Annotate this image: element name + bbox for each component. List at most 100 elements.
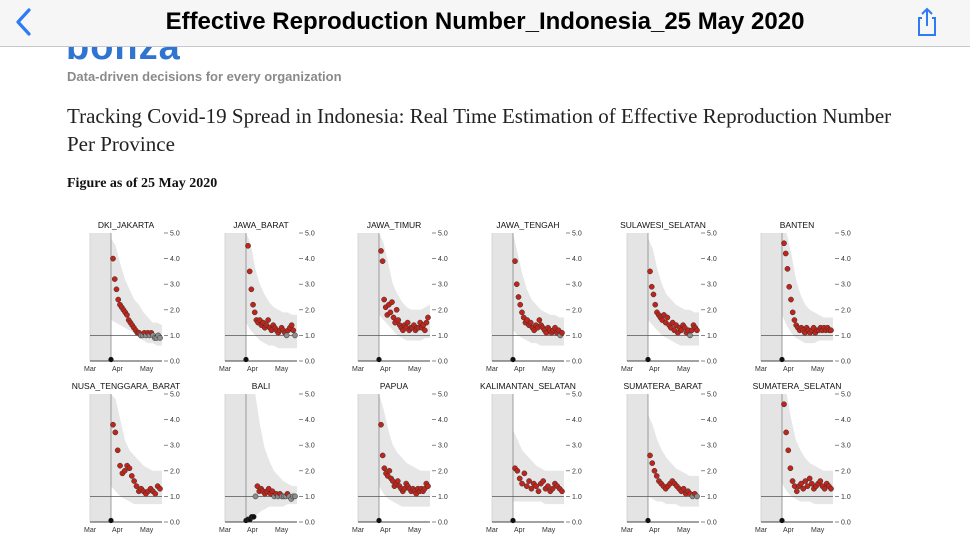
y-tick-label: 2.0 <box>170 307 180 314</box>
data-point <box>781 401 787 408</box>
data-point <box>800 485 807 492</box>
data-point <box>393 306 400 313</box>
y-tick-label: 5.0 <box>707 392 717 399</box>
data-point <box>389 299 395 305</box>
y-tick-label: 4.0 <box>841 256 851 263</box>
data-point <box>128 473 135 479</box>
chart-panel-papua: 0.0 1.0 2.0 3.0 4.0 5.0 Mar Apr May PAPUA <box>352 381 448 534</box>
x-tick-label: Apr <box>514 527 526 534</box>
x-tick-label: Apr <box>112 366 124 373</box>
data-point <box>425 483 431 490</box>
confidence-band <box>782 394 833 505</box>
data-point <box>425 314 431 321</box>
data-point <box>559 488 565 495</box>
y-tick-label: 2.0 <box>572 307 582 314</box>
x-tick-label: May <box>408 366 422 373</box>
data-point <box>808 480 815 487</box>
data-point <box>528 485 535 492</box>
y-tick-label: 0.0 <box>170 359 180 366</box>
data-point <box>387 309 394 316</box>
data-point <box>526 478 532 484</box>
y-tick-label: 2.0 <box>438 307 448 314</box>
data-point <box>789 478 796 484</box>
data-point <box>828 485 834 492</box>
data-point <box>549 485 556 492</box>
data-point <box>246 268 253 275</box>
data-point <box>379 452 386 459</box>
data-point <box>527 319 534 326</box>
y-tick-label: 0.0 <box>170 520 180 527</box>
y-tick-label: 2.0 <box>841 468 851 475</box>
x-tick-label: Mar <box>621 527 634 534</box>
data-point <box>806 475 813 482</box>
x-tick-label: Mar <box>352 527 365 534</box>
x-tick-label: Apr <box>783 527 795 534</box>
brand-logo: bonza <box>66 47 181 68</box>
data-point <box>117 462 123 469</box>
y-tick-label: 1.0 <box>841 333 851 340</box>
x-tick-label: Apr <box>247 366 259 373</box>
data-point <box>512 258 518 265</box>
y-tick-label: 4.0 <box>170 417 180 424</box>
data-point <box>517 301 524 308</box>
data-point <box>251 309 258 316</box>
data-point <box>513 281 520 288</box>
page-title: Effective Reproduction Number_Indonesia_… <box>165 8 805 35</box>
data-point <box>789 309 796 316</box>
share-button[interactable] <box>912 6 942 38</box>
data-point <box>152 490 159 497</box>
chart-panel-dki-jakarta: 0.0 1.0 2.0 3.0 4.0 5.0 Mar Apr May DKI_JAKARTA <box>84 220 180 373</box>
y-tick-label: 0.0 <box>841 359 851 366</box>
data-point <box>112 429 119 436</box>
chart-panel-banten: 0.0 1.0 2.0 3.0 4.0 5.0 Mar Apr May BANTEN <box>755 220 851 373</box>
y-tick-label: 5.0 <box>572 231 582 238</box>
y-tick-label: 2.0 <box>572 468 582 475</box>
confidence-band <box>246 394 297 522</box>
data-point <box>535 488 542 495</box>
y-tick-label: 1.0 <box>707 333 717 340</box>
data-point <box>786 283 793 290</box>
y-tick-label: 4.0 <box>305 256 315 263</box>
x-tick-label: May <box>811 366 825 373</box>
y-tick-label: 5.0 <box>707 231 717 238</box>
article-content: bonza Data-driven decisions for every or… <box>0 47 970 545</box>
chart-panel-nusa-tenggara-barat: 0.0 1.0 2.0 3.0 4.0 5.0 Mar Apr May NUSA_TENGGARA… <box>72 381 180 534</box>
pre-data-shade <box>358 394 379 522</box>
pre-data-shade <box>358 233 379 361</box>
x-tick-label: May <box>542 366 556 373</box>
x-tick-label: May <box>140 527 154 534</box>
data-point <box>533 483 540 490</box>
chart-title: JAWA_TENGAH <box>496 220 559 230</box>
data-point <box>288 322 295 329</box>
y-tick-label: 1.0 <box>438 494 448 501</box>
data-point <box>290 327 297 334</box>
data-point <box>680 485 687 492</box>
data-point <box>250 301 256 308</box>
x-tick-label: Apr <box>649 527 661 534</box>
x-tick-label: Mar <box>352 366 365 373</box>
y-tick-label: 0.0 <box>438 359 448 366</box>
series-start-marker <box>108 356 114 363</box>
confidence-band <box>111 238 162 346</box>
x-tick-label: Apr <box>649 366 661 373</box>
data-point <box>423 319 430 326</box>
y-tick-label: 4.0 <box>707 256 717 263</box>
pre-data-shade <box>90 233 111 361</box>
y-tick-label: 1.0 <box>572 494 582 501</box>
chart-panel-jawa-tengah: 0.0 1.0 2.0 3.0 4.0 5.0 Mar Apr May JAWA_TENGAH <box>486 220 582 373</box>
y-tick-label: 2.0 <box>841 307 851 314</box>
y-tick-label: 4.0 <box>170 256 180 263</box>
x-tick-label: May <box>542 527 556 534</box>
pre-data-shade <box>492 394 513 522</box>
data-point <box>395 317 402 323</box>
back-button[interactable] <box>10 6 40 38</box>
x-tick-label: Mar <box>84 366 97 373</box>
data-point <box>381 296 387 303</box>
x-tick-label: Mar <box>486 366 499 373</box>
data-point <box>647 452 653 459</box>
y-tick-label: 3.0 <box>707 282 717 289</box>
data-point <box>783 429 789 436</box>
data-point <box>664 314 671 321</box>
y-tick-label: 1.0 <box>170 494 180 501</box>
y-tick-label: 1.0 <box>707 494 717 501</box>
